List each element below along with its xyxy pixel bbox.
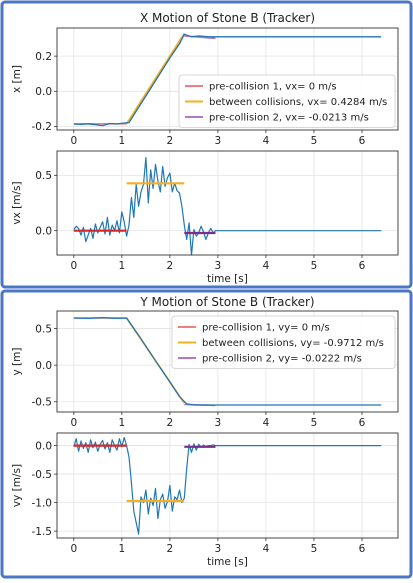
legend-box xyxy=(178,74,396,128)
x-axis-label: time [s] xyxy=(207,556,248,568)
y-tick-label: 0.0 xyxy=(35,225,52,237)
chart-y_velocity: 0 1 2 3 4 5 6 0.0 -0.5 -1.0 -1.5 vy [m/s] time [s] xyxy=(11,432,399,568)
series-line-3 xyxy=(73,317,382,406)
x-tick-label: 3 xyxy=(215,135,222,147)
y-tick-label: -1.5 xyxy=(32,526,53,538)
y-axis-label: vx [m/s] xyxy=(11,181,23,224)
x-tick-label: 2 xyxy=(167,417,174,429)
legend: pre-collision 1, vy= 0 m/s between collis… xyxy=(171,315,396,369)
x-tick-label: 6 xyxy=(359,135,366,147)
legend-label: between collisions, vy= -0.9712 m/s xyxy=(202,338,384,349)
x-tick-label: 0 xyxy=(70,135,77,147)
x-tick-label: 0 xyxy=(70,260,77,272)
y-tick-label: 0.0 xyxy=(35,360,52,372)
y-tick-label: 0.5 xyxy=(35,323,52,335)
y-tick-label: 0.2 xyxy=(35,51,52,63)
chart-x_position: 0 1 2 3 4 5 6 -0.2 0.0 0.2 x [m] X Motion of Stone … xyxy=(11,11,399,147)
x-tick-label: 1 xyxy=(118,417,125,429)
x-tick-label: 6 xyxy=(359,543,366,555)
x-tick-label: 4 xyxy=(263,543,270,555)
legend-label: pre-collision 2, vy= -0.0222 m/s xyxy=(202,354,362,365)
plot-frame xyxy=(56,27,399,131)
legend-label: pre-collision 1, vy= 0 m/s xyxy=(202,323,330,334)
plot-frame xyxy=(56,310,399,413)
legend-box xyxy=(171,315,396,369)
x-tick-label: 4 xyxy=(263,417,270,429)
x-tick-label: 3 xyxy=(215,260,222,272)
x-tick-label: 3 xyxy=(215,543,222,555)
series-line-3 xyxy=(73,33,382,127)
chart-x_velocity: 0 1 2 3 4 5 6 0.0 0.5 vx [m/s] time [s] xyxy=(11,150,399,285)
x-tick-label: 6 xyxy=(359,417,366,429)
x-tick-label: 5 xyxy=(311,135,318,147)
x-tick-label: 1 xyxy=(118,135,125,147)
chart-title: X Motion of Stone B (Tracker) xyxy=(140,11,315,25)
x-tick-label: 0 xyxy=(70,417,77,429)
y-tick-label: 0.0 xyxy=(35,440,52,452)
legend-label: between collisions, vx= 0.4284 m/s xyxy=(209,97,387,108)
x-tick-label: 4 xyxy=(263,135,270,147)
y-axis-label: vy [m/s] xyxy=(11,464,23,507)
legend-label: pre-collision 2, vx= -0.0213 m/s xyxy=(209,113,369,124)
x-tick-label: 1 xyxy=(118,543,125,555)
y-tick-label: -1.0 xyxy=(32,497,53,509)
y-tick-label: 0.0 xyxy=(35,86,52,98)
plot-frame xyxy=(56,150,399,256)
plot-area xyxy=(57,433,398,538)
x-tick-label: 2 xyxy=(167,135,174,147)
y-tick-label: 0.5 xyxy=(35,170,52,182)
x-tick-label: 3 xyxy=(215,417,222,429)
x-axis-label: time [s] xyxy=(207,273,248,285)
chart-y_position: 0 1 2 3 4 5 6 -0.5 0.0 0.5 y [m] Y Motion of Stone … xyxy=(11,295,399,429)
x-tick-label: 6 xyxy=(359,260,366,272)
plot-frame xyxy=(56,432,399,539)
y-tick-label: -0.5 xyxy=(32,396,53,408)
x-tick-label: 5 xyxy=(311,417,318,429)
x-tick-label: 5 xyxy=(311,543,318,555)
y-axis-label: x [m] xyxy=(11,65,23,93)
legend-label: pre-collision 1, vx= 0 m/s xyxy=(209,82,337,93)
series-line-1 xyxy=(125,33,186,125)
plot-area xyxy=(57,151,398,255)
x-tick-label: 2 xyxy=(167,260,174,272)
x-tick-label: 4 xyxy=(263,260,270,272)
x-tick-label: 1 xyxy=(118,260,125,272)
y-tick-label: -0.5 xyxy=(32,469,53,481)
y-axis-label: y [m] xyxy=(11,348,23,376)
x-tick-label: 0 xyxy=(70,543,77,555)
x-tick-label: 5 xyxy=(311,260,318,272)
chart-title: Y Motion of Stone B (Tracker) xyxy=(139,295,314,309)
y-tick-label: -0.2 xyxy=(32,121,53,133)
x-tick-label: 2 xyxy=(167,543,174,555)
legend: pre-collision 1, vx= 0 m/s between collis… xyxy=(178,74,396,128)
